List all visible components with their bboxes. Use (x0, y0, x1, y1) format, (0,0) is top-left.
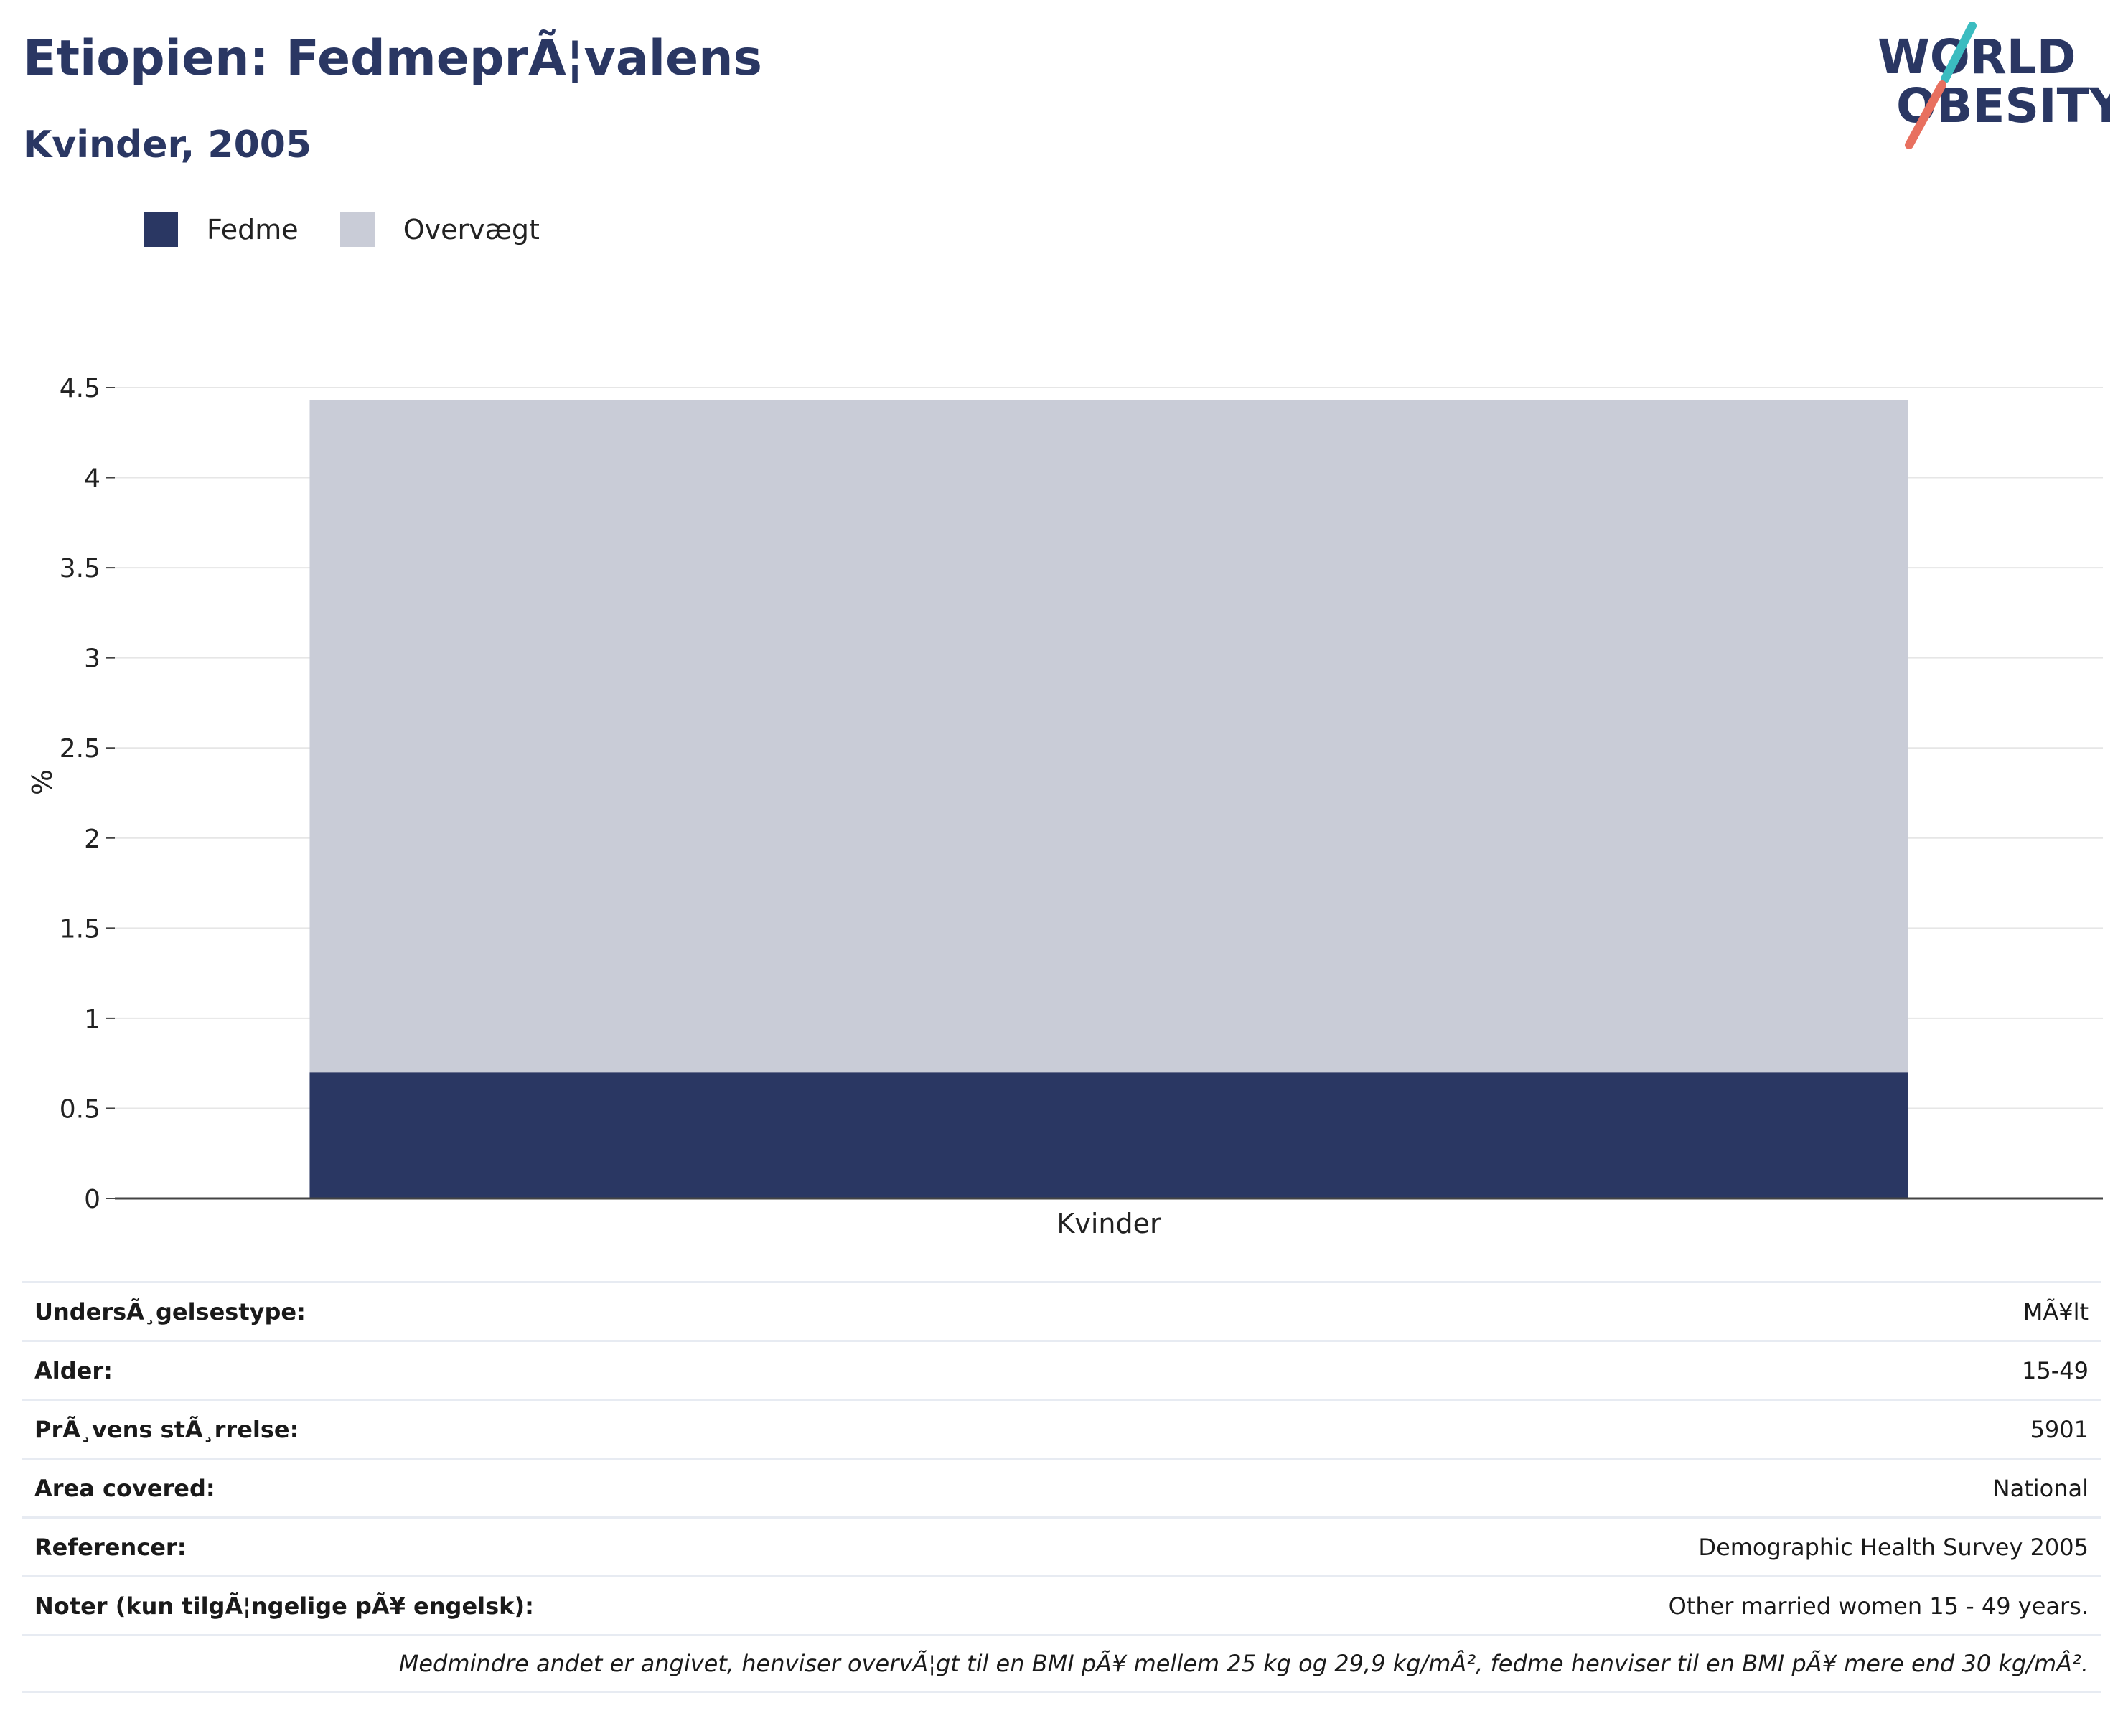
info-row: Area covered: National (22, 1458, 2101, 1516)
info-value: Other married women 15 - 49 years. (1668, 1592, 2089, 1620)
legend-label-overvaegt: Overvægt (403, 214, 540, 245)
info-table: UndersÃ¸gelsestype: MÃ¥lt Alder: 15-49 P… (22, 1281, 2101, 1693)
info-row: PrÃ¸vens stÃ¸rrelse: 5901 (22, 1399, 2101, 1458)
y-tick-label: 4.5 (60, 374, 100, 403)
x-tick-label: Kvinder (1056, 1208, 1161, 1239)
chart-legend: Fedme Overvægt (144, 212, 581, 247)
info-label: Referencer: (34, 1533, 187, 1561)
info-label: Alder: (34, 1356, 113, 1384)
world-obesity-logo: WORLD OBESITY (1878, 22, 2110, 149)
y-tick-label: 3 (84, 644, 100, 674)
y-tick-label: 1 (84, 1005, 100, 1034)
legend-swatch-overvaegt (339, 212, 375, 247)
logo-slash-coral (1905, 80, 1946, 149)
info-row: Alder: 15-49 (22, 1340, 2101, 1399)
y-tick-label: 0 (84, 1185, 100, 1214)
y-tick-label: 1.5 (60, 914, 100, 944)
logo-line1: WORLD (1878, 29, 2076, 85)
y-tick-label: 0.5 (60, 1094, 100, 1124)
logo-slash-teal (1941, 22, 1977, 83)
y-axis-ticks: 0 0.5 1 1.5 2 2.5 3 3.5 4 4.5 (60, 374, 115, 1214)
info-value: 5901 (2030, 1415, 2089, 1443)
page-title: Etiopien: FedmeprÃ¦valens (23, 30, 763, 87)
info-row: Noter (kun tilgÃ¦ngelige pÃ¥ engelsk): O… (22, 1575, 2101, 1634)
info-value: 15-49 (2022, 1356, 2089, 1384)
x-axis-ticks: Kvinder (1056, 1208, 1161, 1239)
info-label: Area covered: (34, 1474, 215, 1502)
bar-segment-fedme[interactable] (309, 1072, 1908, 1198)
info-label: UndersÃ¸gelsestype: (34, 1298, 306, 1326)
legend-swatch-fedme (144, 212, 178, 247)
footnote: Medmindre andet er angivet, henviser ove… (22, 1634, 2101, 1693)
y-axis-label: % (27, 769, 58, 795)
legend-item-fedme[interactable]: Fedme (144, 212, 299, 247)
y-tick-label: 4 (84, 464, 100, 494)
legend-item-overvaegt[interactable]: Overvægt (339, 212, 540, 247)
footnote-text: Medmindre andet er angivet, henviser ove… (398, 1650, 2089, 1677)
y-tick-label: 2 (84, 825, 100, 854)
info-label: PrÃ¸vens stÃ¸rrelse: (34, 1415, 299, 1443)
bar-chart: 0 0.5 1 1.5 2 2.5 3 3.5 4 4.5 Kvinder % (27, 374, 2103, 1239)
bar-segment-overvaegt[interactable] (309, 400, 1908, 1073)
info-row: UndersÃ¸gelsestype: MÃ¥lt (22, 1281, 2101, 1340)
info-value: National (1992, 1474, 2089, 1502)
y-tick-label: 2.5 (60, 734, 100, 764)
legend-label-fedme: Fedme (207, 214, 299, 245)
y-tick-label: 3.5 (60, 554, 100, 583)
page-subtitle: Kvinder, 2005 (23, 123, 312, 166)
info-row: Referencer: Demographic Health Survey 20… (22, 1516, 2101, 1575)
chart-bars (309, 400, 1908, 1198)
info-value: MÃ¥lt (2023, 1298, 2089, 1326)
info-label: Noter (kun tilgÃ¦ngelige pÃ¥ engelsk): (34, 1592, 534, 1620)
info-value: Demographic Health Survey 2005 (1698, 1533, 2089, 1561)
